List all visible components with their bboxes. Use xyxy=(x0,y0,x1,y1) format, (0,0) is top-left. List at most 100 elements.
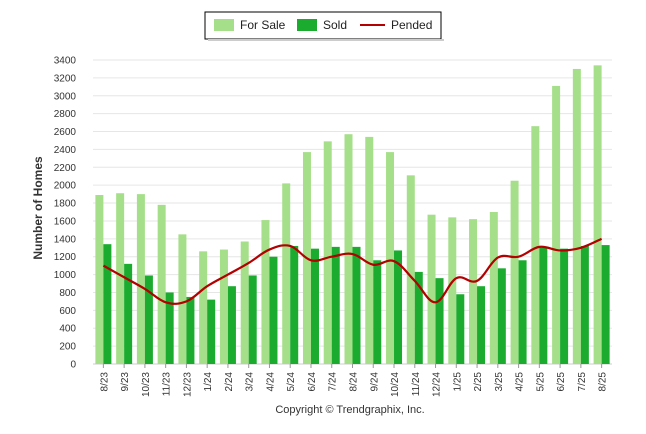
x-tick-label: 1/24 xyxy=(203,372,214,392)
legend-label-pended: Pended xyxy=(391,18,432,32)
bar-for-sale xyxy=(593,65,602,364)
legend-shadow xyxy=(208,39,444,41)
y-tick-label: 400 xyxy=(59,324,76,335)
x-tick-label: 6/24 xyxy=(307,372,318,392)
x-tick-label: 12/23 xyxy=(182,372,193,397)
bar-sold xyxy=(165,292,174,364)
x-tick-label: 2/24 xyxy=(224,372,235,392)
x-tick-label: 10/24 xyxy=(390,372,401,397)
bar-sold xyxy=(248,275,257,364)
bar-for-sale xyxy=(469,219,478,364)
bar-for-sale xyxy=(365,136,374,364)
bar-sold xyxy=(580,245,589,364)
y-tick-label: 2600 xyxy=(54,127,77,138)
bar-for-sale xyxy=(116,193,125,364)
y-tick-label: 2200 xyxy=(54,163,77,174)
bar-for-sale xyxy=(178,234,187,364)
bar-sold xyxy=(186,296,195,364)
bar-for-sale xyxy=(199,251,208,364)
y-tick-label: 3000 xyxy=(54,91,77,102)
bar-sold xyxy=(497,268,506,364)
bar-for-sale xyxy=(95,195,104,364)
bar-for-sale xyxy=(489,212,498,364)
x-tick-label: 3/24 xyxy=(245,372,256,392)
y-tick-label: 1600 xyxy=(54,216,77,227)
copyright-text: Copyright © Trendgraphix, Inc. xyxy=(275,404,424,416)
legend-label-sold: Sold xyxy=(323,18,347,32)
x-tick-label: 6/25 xyxy=(556,372,567,392)
bar-sold xyxy=(103,244,112,364)
legend-label-for-sale: For Sale xyxy=(240,18,286,32)
bar-for-sale xyxy=(261,220,270,364)
y-axis-title: Number of Homes xyxy=(31,156,45,260)
pended-line xyxy=(102,237,603,305)
bar-for-sale xyxy=(552,85,561,364)
y-tick-label: 600 xyxy=(59,306,76,317)
y-tick-label: 3400 xyxy=(54,56,77,67)
y-tick-label: 0 xyxy=(70,360,76,371)
y-tick-label: 1000 xyxy=(54,270,77,281)
bar-sold xyxy=(414,271,423,364)
x-tick-label: 7/25 xyxy=(577,372,588,392)
bar-sold xyxy=(124,263,133,364)
bar-sold xyxy=(373,260,382,364)
bar-for-sale xyxy=(531,126,540,364)
bar-sold xyxy=(227,286,236,364)
x-tick-label: 9/23 xyxy=(120,372,131,392)
bar-sold xyxy=(435,278,444,364)
bar-for-sale xyxy=(157,204,166,364)
bars xyxy=(95,65,610,365)
legend-box xyxy=(204,11,442,40)
x-tick-label: 12/24 xyxy=(432,372,443,397)
bar-for-sale xyxy=(219,249,228,364)
bar-for-sale xyxy=(282,183,291,364)
pended-line-layer xyxy=(102,237,603,305)
bar-sold xyxy=(144,275,153,364)
bar-sold xyxy=(394,250,403,364)
y-tick-label: 1200 xyxy=(54,252,77,263)
y-tick-label: 1400 xyxy=(54,234,77,245)
bar-for-sale xyxy=(323,141,332,364)
x-tick-label: 3/25 xyxy=(494,372,505,392)
x-tick-label: 5/24 xyxy=(286,372,297,392)
x-tick-label: 8/23 xyxy=(99,372,110,392)
x-tick-label: 1/25 xyxy=(452,372,463,392)
bar-sold xyxy=(269,256,278,364)
bar-sold xyxy=(601,245,610,364)
bar-sold xyxy=(207,299,216,364)
y-tick-label: 3200 xyxy=(54,73,77,84)
x-tick-label: 11/23 xyxy=(162,372,173,397)
bar-sold xyxy=(331,246,340,364)
bar-for-sale xyxy=(427,214,436,364)
x-tick-label: 11/24 xyxy=(411,372,422,397)
y-tick-label: 1800 xyxy=(54,199,77,210)
legend-swatch-for-sale xyxy=(214,19,234,31)
x-tick-label: 5/25 xyxy=(535,372,546,392)
x-axis-ticks: 8/23 9/23 10/23 11/23 12/23 1/24 2/24 3/24 4/24 5… xyxy=(99,364,609,397)
bar-for-sale xyxy=(406,175,415,364)
bar-for-sale xyxy=(448,217,457,364)
bar-for-sale xyxy=(510,180,519,364)
x-tick-label: 10/23 xyxy=(141,372,152,397)
bar-sold xyxy=(456,294,465,364)
x-tick-label: 8/25 xyxy=(598,372,609,392)
y-tick-label: 800 xyxy=(59,288,76,299)
bar-for-sale xyxy=(240,241,249,364)
bar-for-sale xyxy=(386,152,395,364)
bar-for-sale xyxy=(136,194,145,364)
y-tick-label: 200 xyxy=(59,342,76,353)
bar-sold xyxy=(290,245,299,364)
y-tick-label: 2000 xyxy=(54,181,77,192)
y-tick-label: 2400 xyxy=(54,145,77,156)
bar-sold xyxy=(518,260,527,364)
bar-sold xyxy=(352,246,361,364)
x-tick-label: 4/24 xyxy=(265,372,276,392)
bar-for-sale xyxy=(572,68,581,365)
x-tick-label: 9/24 xyxy=(369,372,380,392)
x-tick-label: 4/25 xyxy=(515,372,526,392)
bar-for-sale xyxy=(344,134,353,364)
bar-sold xyxy=(560,248,569,364)
y-tick-label: 2800 xyxy=(54,109,77,120)
legend-swatch-sold xyxy=(297,19,317,31)
